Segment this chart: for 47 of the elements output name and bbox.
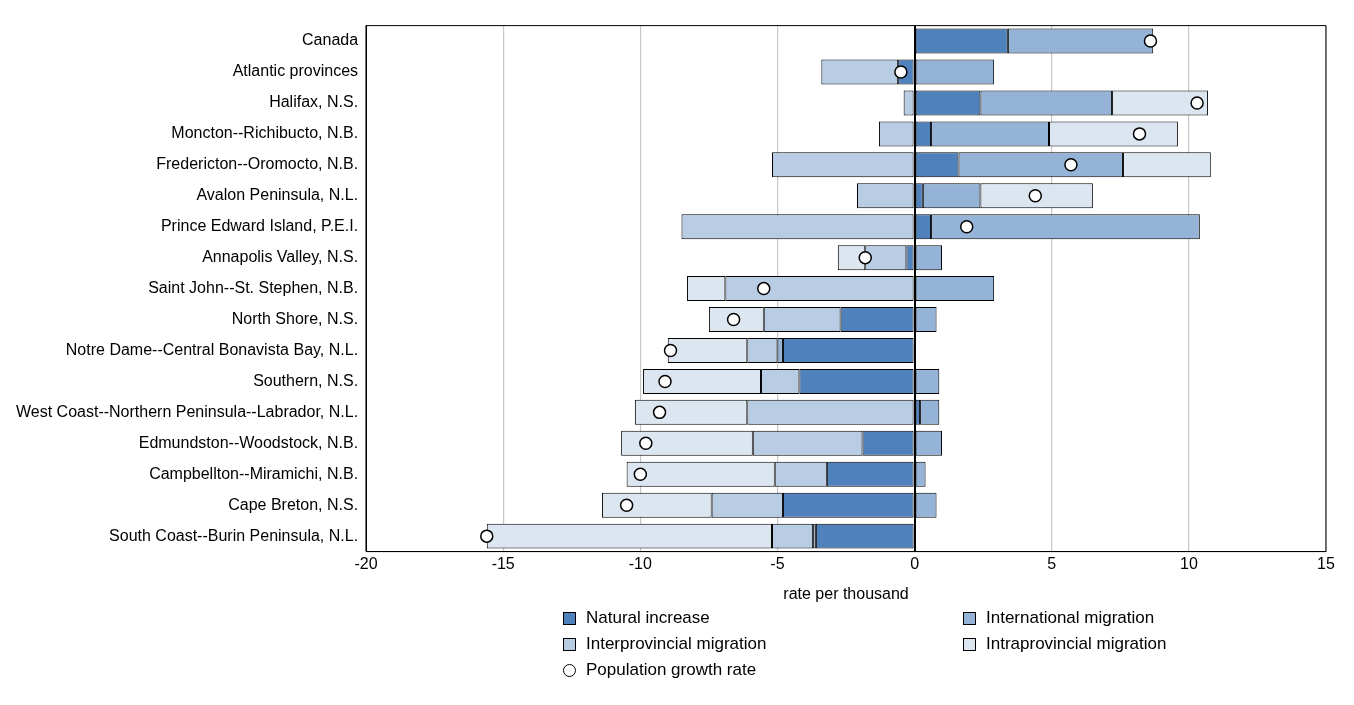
point — [1132, 127, 1147, 141]
y-tick-label: North Shore, N.S. — [231, 309, 359, 327]
point — [639, 436, 653, 451]
y-tick-label: Avalon Peninsula, N.L. — [196, 186, 359, 204]
legend-label: Natural increase — [586, 608, 710, 628]
y-tick-label: Halifax, N.S. — [269, 93, 359, 111]
point — [959, 219, 974, 234]
y-tick-label: Annapolis Valley, N.S. — [202, 248, 359, 266]
point — [663, 343, 678, 358]
y-tick-label: Atlantic provinces — [232, 62, 359, 80]
x-tick-label: 10 — [1179, 554, 1198, 572]
y-tick-label: Moncton--Richibucto, N.B. — [171, 124, 359, 142]
x-tick-label: 15 — [1317, 554, 1335, 572]
point — [619, 498, 634, 512]
y-tick-label: Cape Breton, N.S. — [228, 495, 359, 513]
x-axis-title: rate per thousand — [783, 584, 909, 602]
point — [633, 467, 648, 481]
point — [1190, 96, 1204, 110]
legend-label: International migration — [986, 608, 1155, 628]
point — [658, 374, 672, 389]
y-tick-label: Campbellton--Miramichi, N.B. — [149, 464, 359, 482]
y-tick-label: Canada — [302, 31, 359, 49]
x-tick-label: -10 — [628, 554, 653, 572]
y-tick-label: Southern, N.S. — [253, 371, 359, 389]
x-tick-label: -20 — [354, 554, 378, 572]
legend-label: Population growth rate — [586, 660, 757, 680]
y-tick-label: Notre Dame--Central Bonavista Bay, N.L. — [65, 340, 359, 358]
point — [1064, 158, 1078, 172]
x-tick-label: -15 — [491, 554, 515, 572]
y-tick-label: West Coast--Northern Peninsula--Labrador, N.L. — [16, 402, 359, 420]
x-tick-label: -5 — [770, 554, 785, 572]
y-tick-label: South Coast--Burin Peninsula, N.L. — [109, 526, 359, 544]
point — [894, 65, 908, 79]
point — [757, 281, 771, 296]
legend-label: Interprovincial migration — [586, 634, 767, 654]
y-tick-label: Edmundston--Woodstock, N.B. — [138, 433, 359, 451]
point — [652, 405, 667, 420]
point — [858, 250, 872, 265]
y-tick-label: Prince Edward Island, P.E.I. — [160, 217, 359, 235]
x-tick-label: 5 — [1047, 554, 1057, 572]
x-tick-label: 0 — [910, 554, 920, 572]
y-tick-label: Saint John--St. Stephen, N.B. — [148, 279, 359, 297]
point — [1143, 34, 1158, 48]
point — [1028, 189, 1043, 203]
legend-label: Intraprovincial migration — [986, 634, 1167, 654]
y-tick-label: Fredericton--Oromocto, N.B. — [156, 155, 359, 173]
point — [480, 529, 494, 543]
